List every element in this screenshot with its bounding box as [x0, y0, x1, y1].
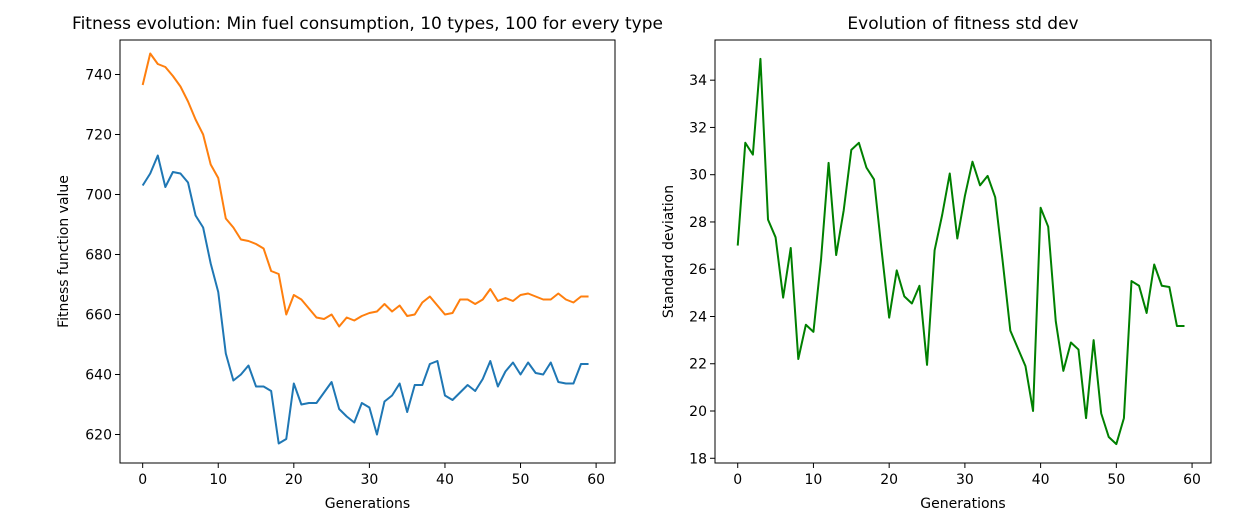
chart-1-title: Fitness evolution: Min fuel consumption,… — [72, 14, 663, 34]
chart-1-y-tick-label: 720 — [85, 128, 112, 144]
chart-2-series-line-1 — [736, 57, 1185, 446]
chart-1-x-tick-label: 10 — [209, 472, 227, 488]
chart-2-y-tick-label: 32 — [689, 120, 707, 136]
chart-2: 0 10 20 30 40 50 60 18 20 22 24 26 28 30 32 34 Evolution… — [661, 14, 1212, 512]
chart-2-y-axis-label: Standard deviation — [661, 185, 677, 318]
chart-1-x-tick-label: 60 — [587, 472, 605, 488]
chart-2-axes-frame — [714, 39, 1212, 464]
chart-2-x-tick-label: 0 — [733, 472, 742, 488]
chart-2-x-axis-label: Generations — [920, 496, 1005, 512]
chart-2-x-tick-label: 10 — [805, 472, 823, 488]
chart-1-x-tick-label: 30 — [360, 472, 378, 488]
chart-2-y-tick-label: 34 — [689, 73, 707, 89]
chart-2-title: Evolution of fitness std dev — [847, 14, 1078, 34]
chart-1-series-line-2 — [141, 154, 589, 445]
chart-2-y-tick-label: 28 — [689, 215, 707, 231]
chart-2-y-tick-label: 22 — [689, 357, 707, 373]
chart-1-y-tick-label: 620 — [85, 428, 112, 444]
chart-1-series-line-1 — [141, 52, 589, 328]
chart-1-y-tick-label: 660 — [85, 308, 112, 324]
chart-1-x-tick-label: 40 — [436, 472, 454, 488]
chart-2-x-tick-label: 20 — [880, 472, 898, 488]
chart-1-y-tick-label: 740 — [85, 68, 112, 84]
chart-1-x-tick-label: 0 — [138, 472, 147, 488]
chart-1-y-tick-label: 680 — [85, 248, 112, 264]
chart-2-x-tick-label: 30 — [956, 472, 974, 488]
chart-2-y-tick-label: 18 — [689, 451, 707, 467]
chart-1-x-tick-label: 20 — [285, 472, 303, 488]
chart-2-y-tick-label: 30 — [689, 168, 707, 184]
chart-2-x-tick-label: 60 — [1183, 472, 1201, 488]
chart-2-x-tick-label: 50 — [1107, 472, 1125, 488]
chart-1: 0 10 20 30 40 50 60 620 640 660 680 700 720 740 Fitnes… — [56, 14, 663, 512]
chart-2-y-tick-label: 20 — [689, 404, 707, 420]
chart-2-x-tick-label: 40 — [1032, 472, 1050, 488]
chart-1-x-axis-label: Generations — [325, 496, 410, 512]
chart-1-x-tick-label: 50 — [512, 472, 530, 488]
chart-2-y-tick-label: 24 — [689, 309, 707, 325]
chart-1-y-axis-label: Fitness function value — [56, 175, 72, 328]
chart-2-y-tick-label: 26 — [689, 262, 707, 278]
chart-1-y-tick-label: 640 — [85, 368, 112, 384]
chart-1-y-tick-label: 700 — [85, 188, 112, 204]
chart-1-axes-frame — [119, 39, 616, 464]
